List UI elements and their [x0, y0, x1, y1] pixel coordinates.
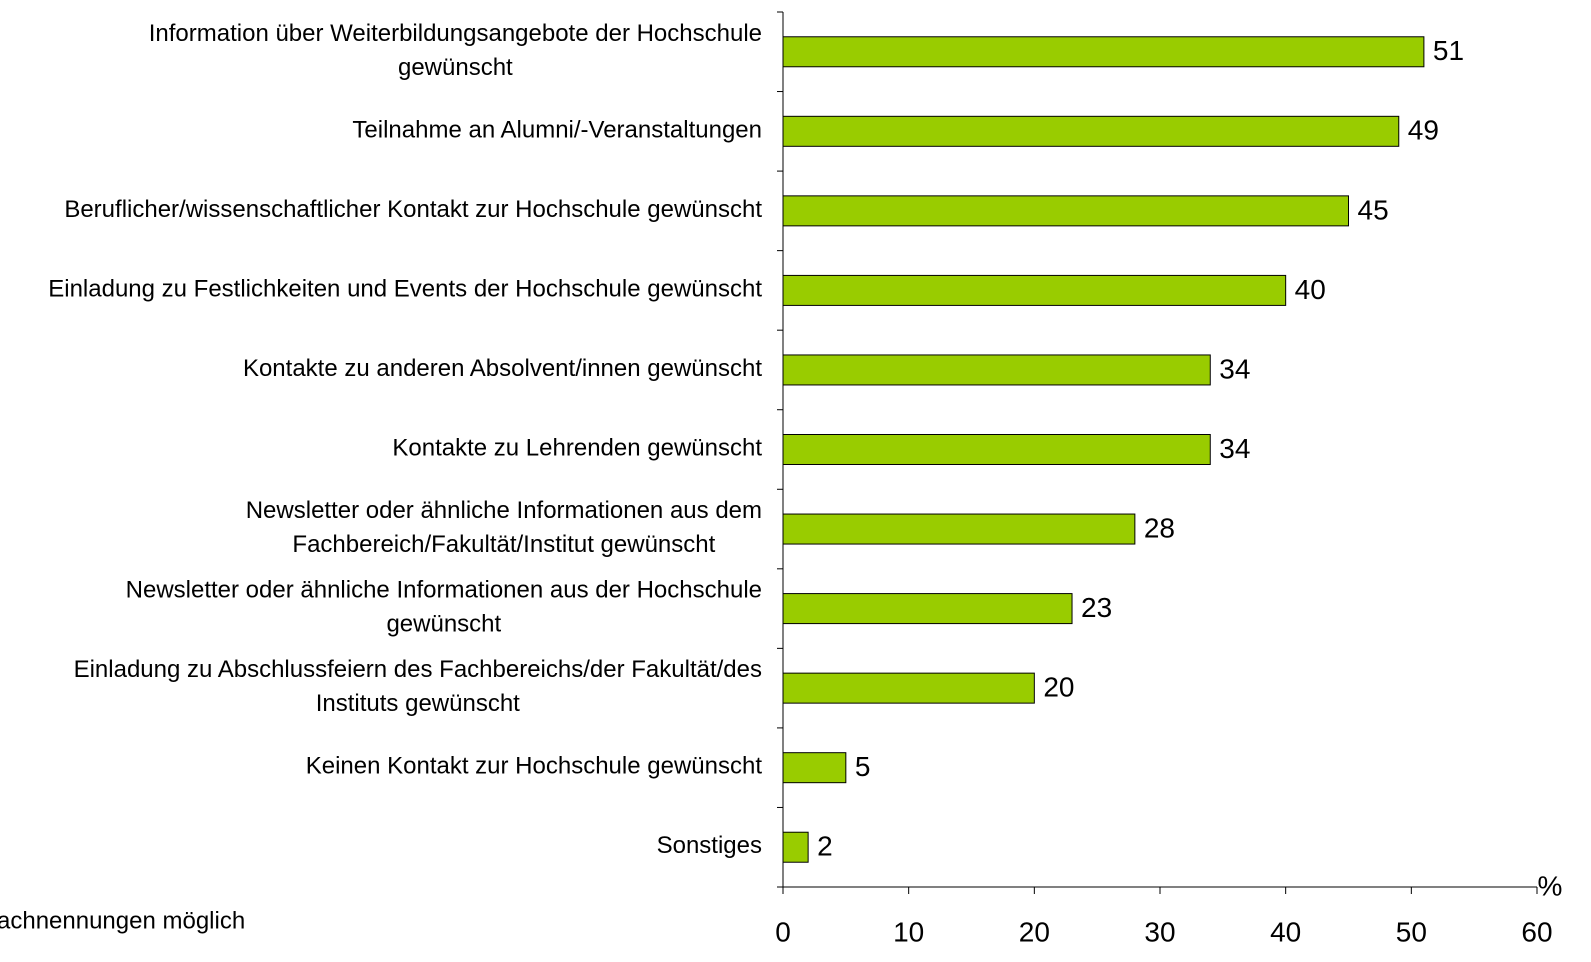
bar	[782, 672, 1035, 704]
x-axis-label: %	[1538, 870, 1563, 901]
bar	[782, 274, 1287, 306]
value-label: 28	[1144, 512, 1175, 543]
y-tick-label: Keinen Kontakt zur Hochschule gewünscht	[306, 753, 763, 780]
x-tick-label: 60	[1521, 916, 1552, 947]
bar	[782, 115, 1400, 147]
value-label: 2	[817, 831, 833, 862]
bar	[782, 752, 847, 784]
bar	[782, 354, 1211, 386]
value-label: 34	[1219, 353, 1250, 384]
bar	[782, 513, 1136, 545]
y-tick-label: Newsletter oder ähnliche Informationen a…	[246, 497, 762, 558]
y-tick-label: Einladung zu Abschlussfeiern des Fachber…	[74, 656, 762, 717]
footnote: achnennungen möglich	[0, 907, 245, 934]
bar	[782, 434, 1211, 465]
bar	[782, 593, 1073, 625]
value-label: 20	[1043, 672, 1074, 703]
value-label: 40	[1295, 274, 1326, 305]
y-tick-label: Newsletter oder ähnliche Informationen a…	[126, 577, 762, 638]
y-tick-label: Kontakte zu Lehrenden gewünscht	[392, 435, 762, 462]
value-label: 34	[1219, 433, 1250, 464]
value-label: 45	[1358, 194, 1389, 225]
y-tick-label: Einladung zu Festlichkeiten und Events d…	[48, 276, 762, 303]
value-label: 49	[1408, 115, 1439, 146]
y-tick-label: Beruflicher/wissenschaftlicher Kontakt z…	[64, 196, 762, 223]
value-label: 51	[1433, 35, 1464, 66]
y-tick-label: Sonstiges	[657, 833, 762, 860]
bar	[782, 195, 1349, 227]
value-label: 23	[1081, 592, 1112, 623]
x-tick-label: 40	[1270, 916, 1301, 947]
x-tick-label: 0	[775, 916, 791, 947]
value-label: 5	[855, 751, 871, 782]
bar	[782, 831, 809, 863]
y-tick-label: Kontakte zu anderen Absolvent/innen gewü…	[243, 355, 762, 382]
x-tick-label: 50	[1396, 916, 1427, 947]
x-tick-label: 30	[1144, 916, 1175, 947]
x-tick-label: 20	[1019, 916, 1050, 947]
y-tick-label: Information über Weiterbildungsangebote …	[149, 20, 762, 81]
x-tick-label: 10	[893, 916, 924, 947]
y-tick-label: Teilnahme an Alumni/-Veranstaltungen	[352, 117, 762, 144]
bar	[782, 36, 1425, 68]
